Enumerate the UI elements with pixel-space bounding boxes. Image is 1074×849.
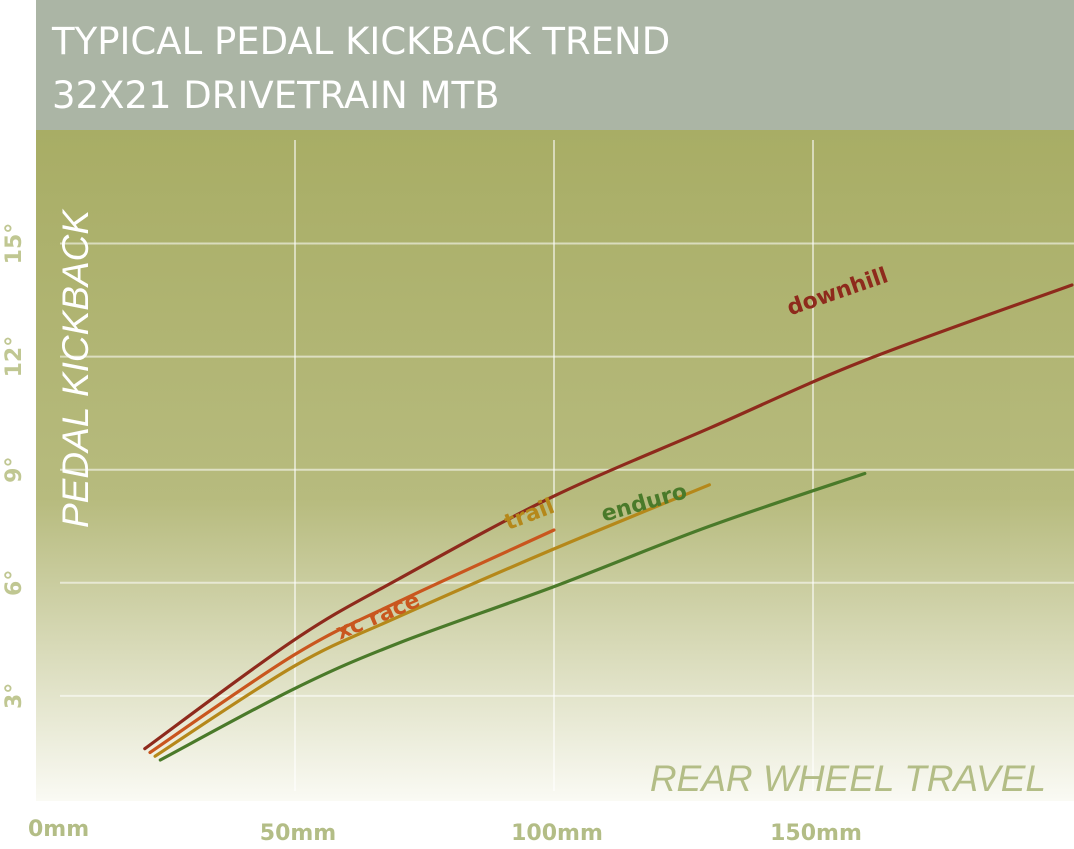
y-tick-label-4: 15° bbox=[2, 223, 27, 265]
series-line-trail bbox=[153, 483, 711, 758]
chart-title-line-1: TYPICAL PEDAL KICKBACK TREND bbox=[51, 20, 670, 63]
chart-title-line-2: 32X21 DRIVETRAIN MTB bbox=[52, 74, 499, 117]
y-tick-label-0: 3° bbox=[2, 683, 27, 709]
y-tick-label-1: 6° bbox=[2, 570, 27, 596]
series-line-downhill bbox=[143, 283, 1074, 751]
grid bbox=[60, 140, 1074, 791]
x-tick-labels: 0mm 50mm 100mm 150mm bbox=[28, 817, 862, 846]
series-line-enduro bbox=[158, 471, 867, 762]
y-tick-label-2: 9° bbox=[2, 457, 27, 483]
y-tick-labels: 3° 6° 9° 12° 15° bbox=[2, 223, 27, 709]
y-tick-label-3: 12° bbox=[2, 336, 27, 378]
x-tick-label-3: 150mm bbox=[770, 821, 862, 846]
x-tick-label-1: 50mm bbox=[260, 821, 336, 846]
x-axis-label: REAR WHEEL TRAVEL bbox=[650, 758, 1046, 799]
y-axis-label: PEDAL KICKBACK bbox=[55, 208, 96, 528]
x-tick-label-2: 100mm bbox=[511, 821, 603, 846]
x-tick-label-0: 0mm bbox=[28, 817, 89, 842]
header-band bbox=[36, 0, 1074, 130]
series-lines bbox=[143, 283, 1074, 762]
series-line-xc-race bbox=[148, 528, 556, 755]
